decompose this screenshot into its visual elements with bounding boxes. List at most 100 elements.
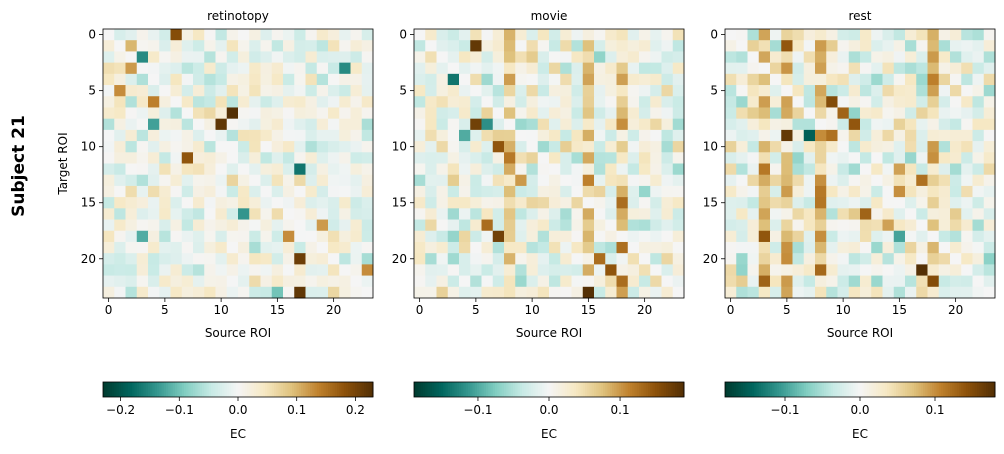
heatmap-cell: [260, 253, 273, 265]
heatmap-cell: [815, 129, 827, 142]
heatmap-cell: [882, 129, 895, 142]
colorbar-segment: [307, 382, 311, 397]
heatmap-cell: [792, 62, 805, 75]
heatmap-cell: [436, 129, 449, 142]
heatmap-cell: [672, 174, 685, 187]
heatmap-cell: [650, 40, 662, 52]
heatmap-cell: [350, 51, 363, 64]
heatmap-cell: [271, 73, 284, 86]
colorbar-segment: [681, 382, 685, 397]
heatmap-cell: [661, 152, 674, 164]
heatmap-cell: [792, 185, 805, 198]
colorbar-segment: [594, 382, 597, 397]
heatmap-cell: [837, 107, 850, 120]
heatmap-cell: [747, 118, 760, 131]
heatmap-cell: [639, 51, 651, 64]
colorbar-segment: [287, 382, 291, 397]
heatmap-cell: [283, 51, 295, 64]
heatmap-cell: [950, 253, 962, 265]
heatmap-cell: [972, 141, 985, 153]
heatmap-cell: [238, 219, 250, 232]
colorbar-segment: [253, 382, 257, 397]
colorbar-segment: [186, 382, 189, 397]
heatmap-cell: [826, 40, 838, 52]
heatmap-cell: [672, 264, 685, 277]
heatmap-cell: [815, 275, 827, 288]
heatmap-cell: [927, 107, 940, 120]
colorbar-segment: [736, 382, 739, 397]
colorbar-segment: [280, 382, 284, 397]
heatmap-cell: [758, 185, 771, 198]
heatmap-cell: [170, 174, 183, 187]
heatmap-cell: [481, 208, 494, 221]
heatmap-cell: [770, 73, 782, 86]
heatmap-cell: [470, 85, 482, 97]
heatmap-cell: [436, 73, 449, 86]
heatmap-cell: [770, 185, 782, 198]
heatmap-cell: [204, 174, 216, 187]
heatmap-cell: [114, 185, 126, 198]
colorbar-segment: [810, 382, 814, 397]
heatmap-cell: [459, 152, 471, 164]
heatmap-cell: [414, 163, 426, 176]
heatmap-cell: [905, 286, 917, 299]
heatmap-cell: [605, 219, 617, 232]
heatmap-cell: [136, 197, 149, 209]
heatmap-cell: [860, 73, 872, 86]
heatmap-cell: [848, 219, 861, 232]
heatmap-cell: [549, 118, 561, 131]
heatmap-cell: [114, 129, 126, 142]
colorbar-segment: [564, 382, 568, 397]
heatmap-cell: [639, 152, 651, 164]
heatmap-cell: [136, 264, 149, 277]
colorbar-segment: [337, 382, 340, 397]
colorbar-segment: [414, 382, 417, 397]
heatmap-cell: [283, 163, 295, 176]
heatmap-cell: [927, 185, 940, 198]
heatmap-cell: [504, 286, 516, 299]
heatmap-cell: [226, 174, 239, 187]
colorbar-segment: [893, 382, 897, 397]
colorbar-segment: [801, 382, 805, 397]
heatmap-cell: [249, 163, 261, 176]
heatmap-cell: [882, 197, 895, 209]
heatmap-cell: [582, 40, 595, 52]
heatmap-cell: [271, 219, 284, 232]
heatmap-cell: [571, 141, 584, 153]
heatmap-cell: [436, 163, 449, 176]
colorbar-segment: [675, 382, 678, 397]
heatmap-cell: [938, 264, 951, 277]
heatmap-cell: [927, 230, 940, 243]
heatmap-cell: [594, 163, 606, 176]
heatmap-cell: [114, 152, 126, 164]
heatmap-cell: [283, 40, 295, 52]
heatmap-cell: [826, 118, 838, 131]
heatmap-cell: [882, 107, 895, 120]
x-tick-label: 20: [637, 303, 652, 317]
heatmap-cell: [560, 241, 572, 254]
heatmap-cell: [447, 286, 460, 299]
heatmap-cell: [661, 208, 674, 221]
heatmap-cell: [470, 129, 482, 142]
heatmap-cell: [792, 230, 805, 243]
heatmap-cell: [148, 96, 160, 108]
heatmap-cell: [103, 118, 115, 131]
heatmap-cell: [672, 286, 685, 299]
heatmap-cell: [882, 152, 895, 164]
heatmap-cell: [848, 40, 861, 52]
heatmap-cell: [215, 219, 228, 232]
heatmap-cell: [650, 230, 662, 243]
heatmap-cell: [837, 185, 850, 198]
heatmap-cell: [605, 253, 617, 265]
heatmap-cell: [961, 129, 973, 142]
heatmap-cell: [983, 264, 996, 277]
colorbar-segment: [754, 382, 757, 397]
heatmap-cell: [837, 118, 850, 131]
heatmap-cell: [339, 141, 351, 153]
heatmap-cell: [736, 264, 748, 277]
heatmap-cell: [537, 208, 550, 221]
heatmap-cell: [961, 29, 973, 41]
heatmap-cell: [905, 208, 917, 221]
heatmap-cell: [215, 107, 228, 120]
heatmap-cell: [860, 51, 872, 64]
